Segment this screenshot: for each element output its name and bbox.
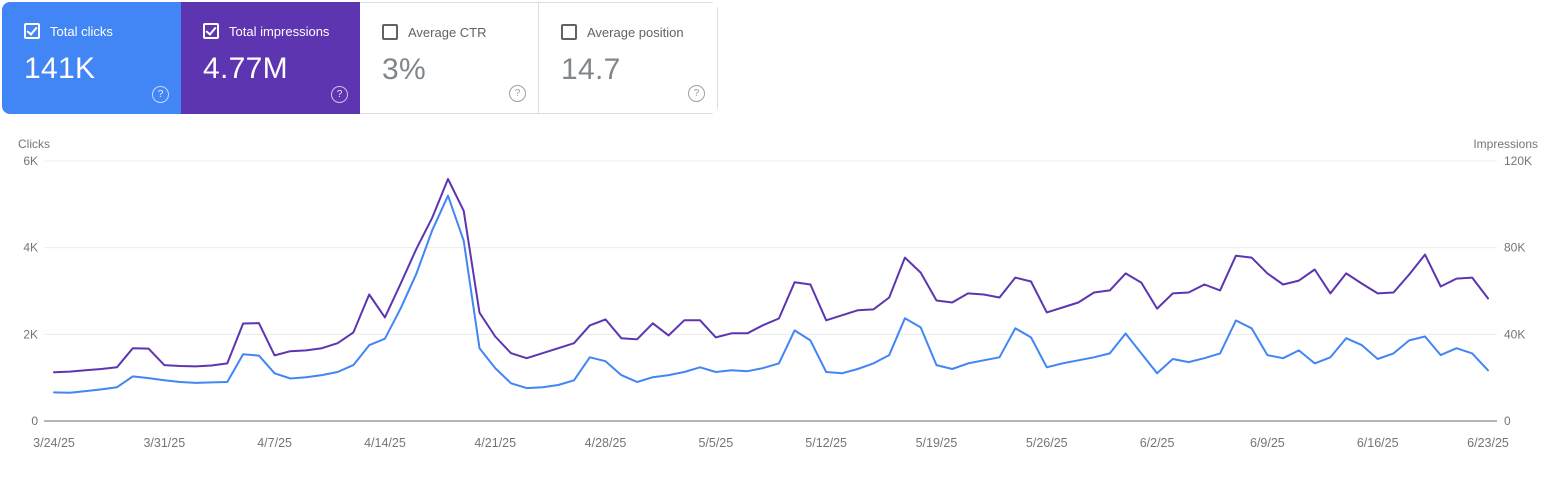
x-axis-tick: 5/19/25 [916, 436, 958, 450]
x-axis-tick: 4/7/25 [257, 436, 292, 450]
x-axis-tick: 6/23/25 [1467, 436, 1509, 450]
x-axis-tick: 6/9/25 [1250, 436, 1285, 450]
help-icon[interactable] [331, 86, 348, 103]
y-axis-tick-right: 120K [1504, 154, 1532, 168]
metric-card-label: Average CTR [408, 24, 487, 40]
metric-card-header: Average CTR [382, 24, 538, 40]
x-axis-tick: 4/28/25 [585, 436, 627, 450]
metric-card-label: Total clicks [50, 23, 113, 39]
x-axis-tick: 5/26/25 [1026, 436, 1068, 450]
metric-card-average-position[interactable]: Average position 14.7 [539, 2, 718, 114]
y-axis-tick-right: 0 [1504, 414, 1511, 428]
metric-card-total-impressions[interactable]: Total impressions 4.77M [181, 2, 360, 114]
metric-card-value: 3% [382, 53, 426, 86]
metric-card-label: Total impressions [229, 23, 330, 39]
help-icon[interactable] [688, 85, 705, 102]
metric-card-value: 141K [24, 52, 96, 85]
clicks-line [53, 194, 1489, 394]
total-impressions-checkbox[interactable] [203, 23, 219, 39]
metric-cards-strip: Total clicks 141K Total impressions 4.77… [2, 2, 718, 114]
y-axis-tick-right: 40K [1504, 327, 1525, 341]
x-axis-tick: 3/24/25 [33, 436, 75, 450]
y-axis-tick-left: 4K [23, 241, 38, 255]
left-axis-title: Clicks [18, 137, 50, 151]
metric-card-label: Average position [587, 24, 684, 40]
help-icon[interactable] [509, 85, 526, 102]
metric-card-average-ctr[interactable]: Average CTR 3% [360, 2, 539, 114]
y-axis-tick-left: 2K [23, 327, 38, 341]
right-axis-title: Impressions [1473, 137, 1538, 151]
y-axis-tick-left: 6K [23, 154, 38, 168]
metric-card-header: Total clicks [24, 23, 181, 39]
x-axis-tick: 6/16/25 [1357, 436, 1399, 450]
x-axis-tick: 3/31/25 [143, 436, 185, 450]
metric-card-header: Total impressions [203, 23, 360, 39]
help-icon[interactable] [152, 86, 169, 103]
metric-card-value: 4.77M [203, 52, 288, 85]
metric-card-header: Average position [561, 24, 717, 40]
x-axis-tick: 4/21/25 [474, 436, 516, 450]
average-ctr-checkbox[interactable] [382, 24, 398, 40]
x-axis-tick: 4/14/25 [364, 436, 406, 450]
x-axis-tick: 5/12/25 [805, 436, 847, 450]
impressions-line [53, 178, 1489, 374]
x-axis-tick: 6/2/25 [1140, 436, 1175, 450]
total-clicks-checkbox[interactable] [24, 23, 40, 39]
x-axis-tick: 5/5/25 [698, 436, 733, 450]
metric-card-value: 14.7 [561, 53, 621, 86]
metric-card-total-clicks[interactable]: Total clicks 141K [2, 2, 181, 114]
y-axis-tick-left: 0 [31, 414, 38, 428]
average-position-checkbox[interactable] [561, 24, 577, 40]
y-axis-tick-right: 80K [1504, 241, 1525, 255]
